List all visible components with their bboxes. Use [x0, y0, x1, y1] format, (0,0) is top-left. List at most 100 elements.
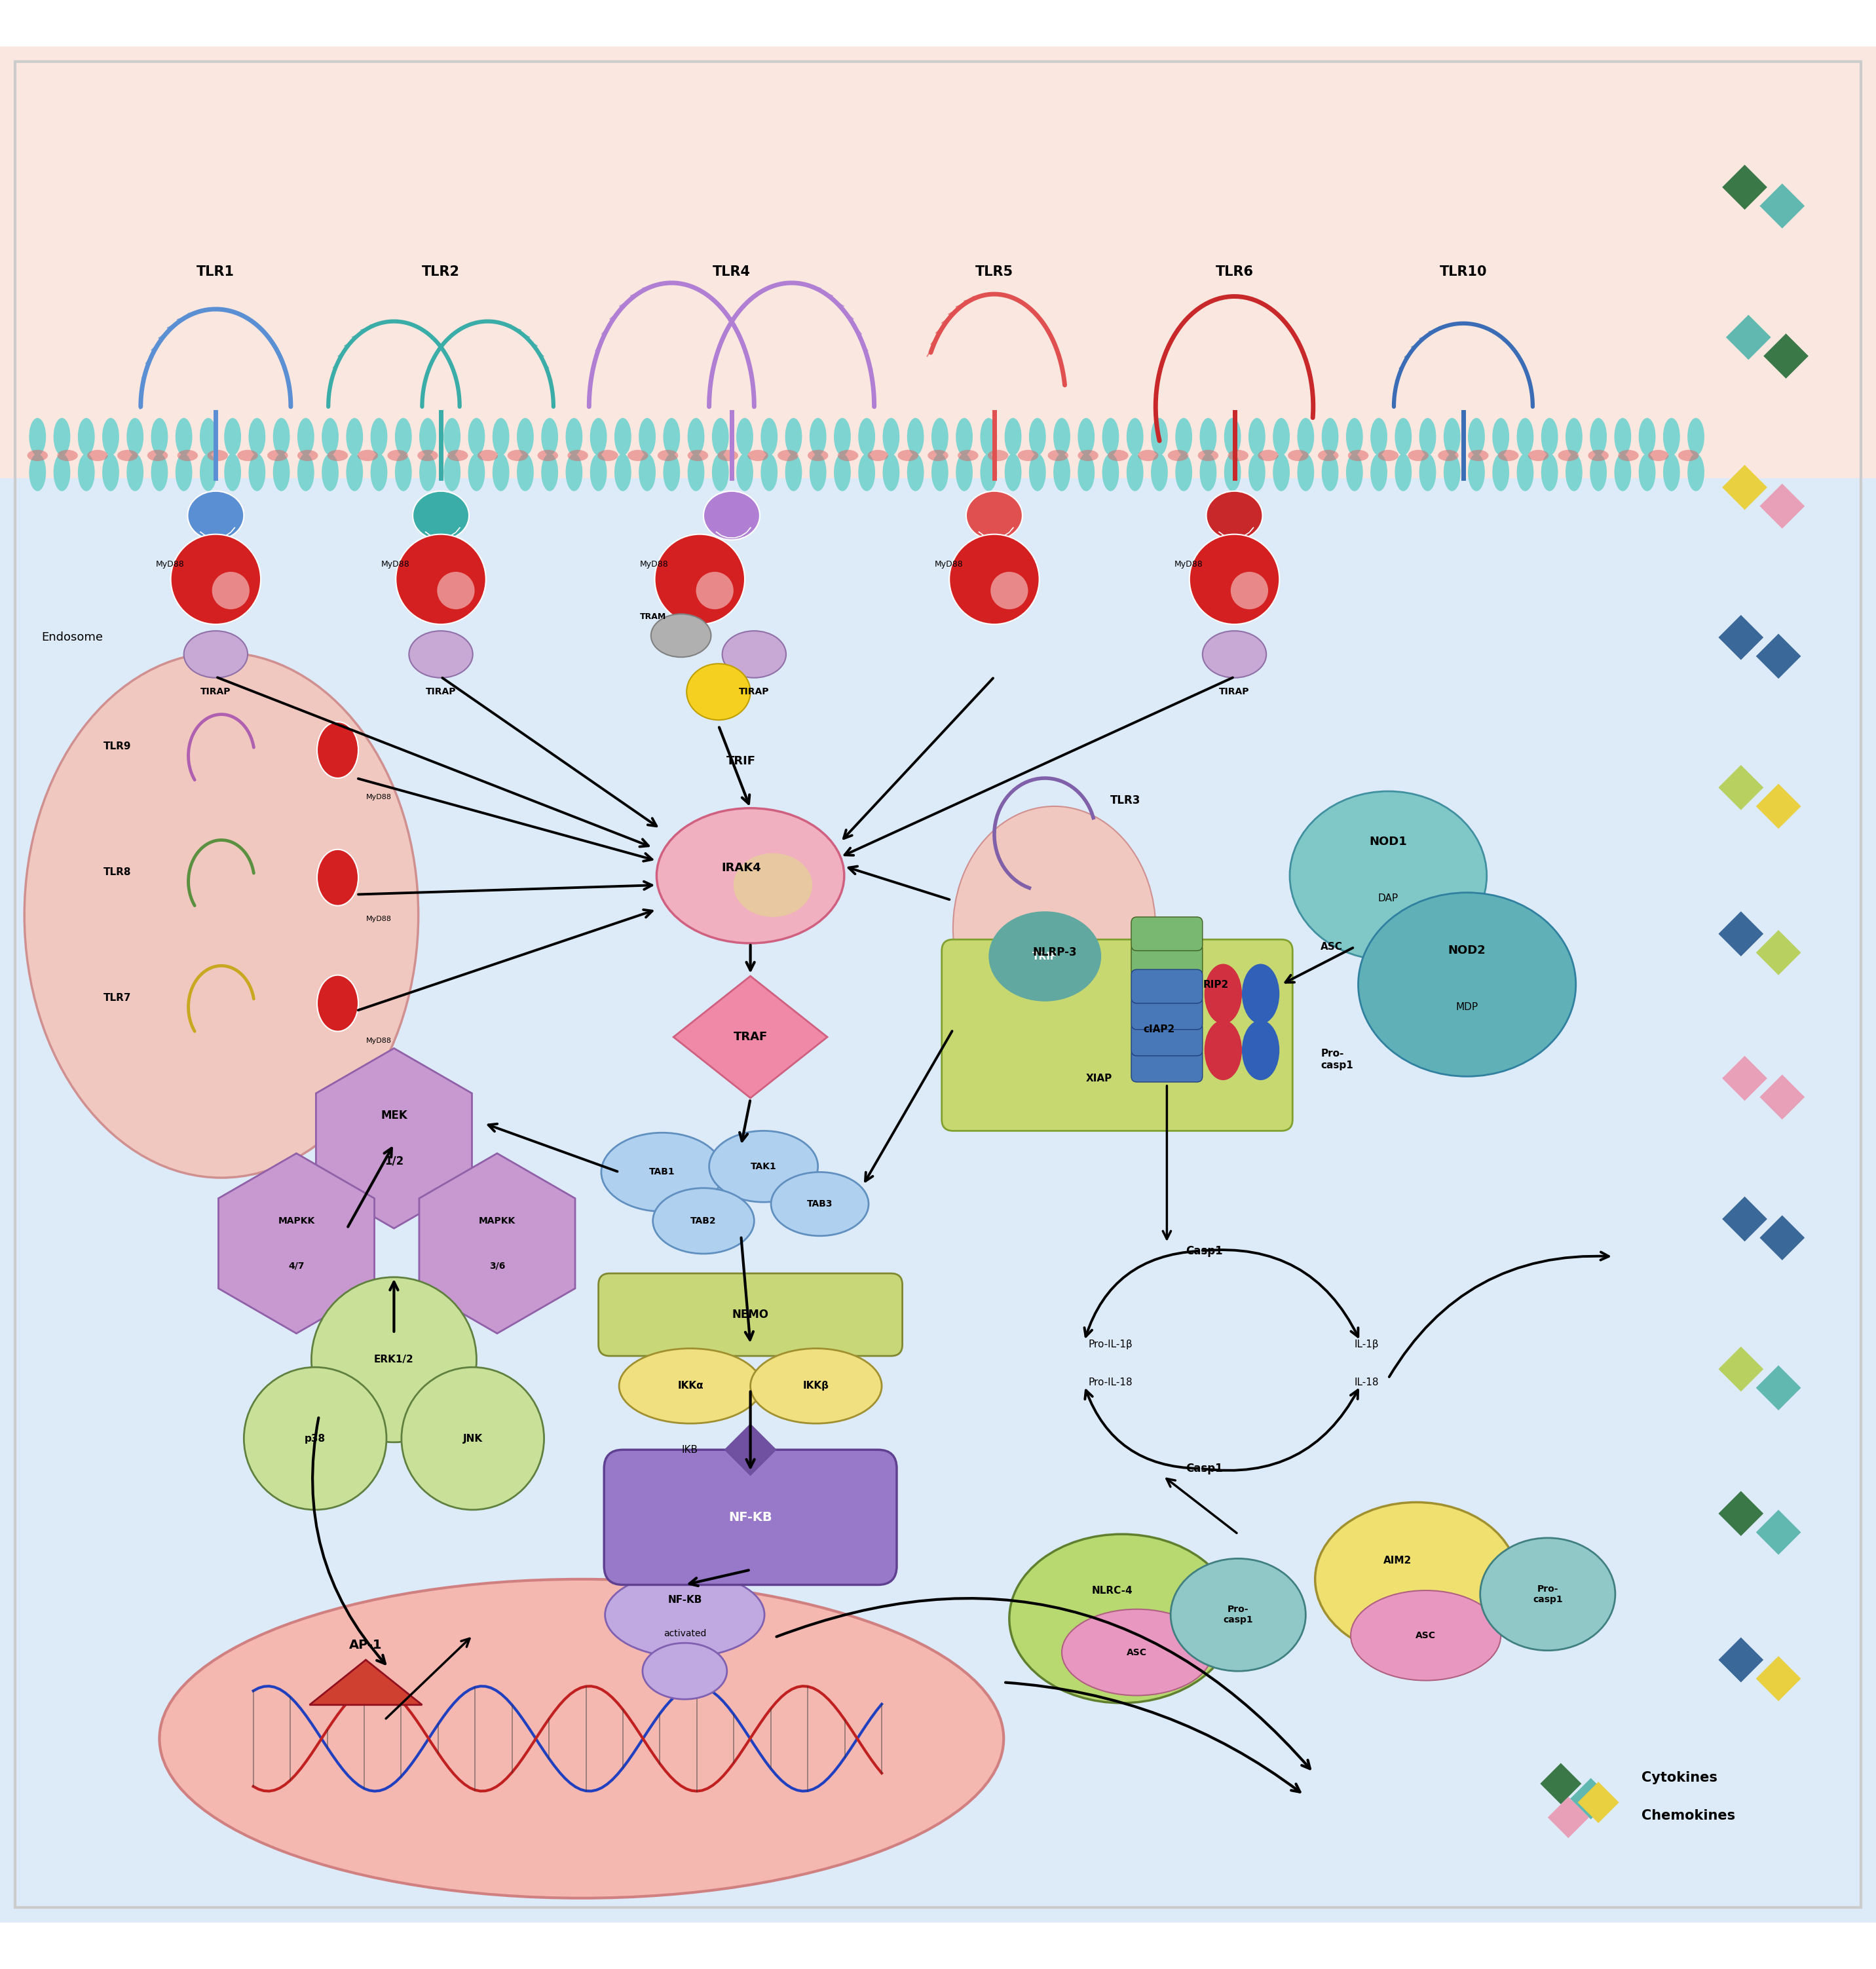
Ellipse shape: [1369, 417, 1388, 455]
Ellipse shape: [600, 1132, 724, 1211]
Ellipse shape: [1167, 449, 1189, 461]
Ellipse shape: [598, 449, 619, 461]
Ellipse shape: [103, 417, 120, 455]
Ellipse shape: [1006, 453, 1022, 490]
Bar: [0, 792, 1876, 815]
Bar: [0, 400, 1876, 406]
Ellipse shape: [1349, 449, 1369, 461]
Ellipse shape: [370, 453, 388, 490]
Ellipse shape: [664, 453, 681, 490]
Text: DAP: DAP: [1379, 894, 1398, 904]
Ellipse shape: [1445, 417, 1461, 455]
Ellipse shape: [492, 417, 510, 455]
Ellipse shape: [317, 849, 358, 906]
Ellipse shape: [1480, 1538, 1615, 1650]
Polygon shape: [1760, 1075, 1805, 1120]
Ellipse shape: [1323, 417, 1339, 455]
Bar: [0, 1441, 1876, 1465]
Ellipse shape: [208, 449, 229, 461]
Ellipse shape: [762, 417, 777, 455]
Bar: [0, 1634, 1876, 1658]
Ellipse shape: [1079, 449, 1099, 461]
FancyBboxPatch shape: [604, 1449, 897, 1585]
Ellipse shape: [1019, 449, 1039, 461]
Ellipse shape: [835, 417, 852, 455]
Ellipse shape: [1103, 453, 1120, 490]
Polygon shape: [1763, 333, 1808, 378]
Bar: [0, 291, 1876, 297]
Bar: [0, 270, 1876, 276]
Ellipse shape: [657, 807, 844, 943]
Ellipse shape: [966, 490, 1022, 540]
Ellipse shape: [542, 417, 559, 455]
Ellipse shape: [615, 417, 632, 455]
Circle shape: [212, 571, 250, 608]
Bar: [0, 1489, 1876, 1514]
Text: Casp1: Casp1: [1186, 1244, 1223, 1256]
Bar: [0, 575, 1876, 599]
Text: TIRAP: TIRAP: [201, 687, 231, 697]
Ellipse shape: [238, 449, 259, 461]
Polygon shape: [1722, 165, 1767, 211]
Bar: [0, 1392, 1876, 1418]
Bar: [0, 441, 1876, 449]
Ellipse shape: [653, 1187, 754, 1254]
Circle shape: [171, 534, 261, 624]
Ellipse shape: [1469, 449, 1490, 461]
Ellipse shape: [1249, 417, 1264, 455]
Polygon shape: [1756, 784, 1801, 829]
Circle shape: [437, 571, 475, 608]
Ellipse shape: [1030, 417, 1047, 455]
Ellipse shape: [658, 449, 679, 461]
Circle shape: [311, 1278, 477, 1441]
Bar: [0, 47, 1876, 53]
Bar: [0, 1152, 1876, 1175]
Bar: [0, 1032, 1876, 1055]
Text: NF-KB: NF-KB: [668, 1595, 702, 1605]
Ellipse shape: [518, 417, 535, 455]
Ellipse shape: [1259, 449, 1279, 461]
Ellipse shape: [899, 449, 919, 461]
Text: AP-1: AP-1: [349, 1638, 383, 1652]
FancyBboxPatch shape: [598, 1274, 902, 1357]
Bar: [0, 912, 1876, 935]
Text: MyD88: MyD88: [381, 559, 409, 569]
Polygon shape: [1756, 929, 1801, 975]
Text: MEK: MEK: [381, 1111, 407, 1122]
Bar: [0, 1851, 1876, 1874]
Ellipse shape: [128, 417, 144, 455]
Ellipse shape: [317, 723, 358, 778]
Bar: [0, 256, 1876, 262]
Bar: [0, 435, 1876, 441]
Ellipse shape: [1358, 892, 1576, 1077]
Ellipse shape: [1347, 453, 1364, 490]
Ellipse shape: [420, 453, 437, 490]
Text: ASC: ASC: [1416, 1630, 1435, 1640]
Bar: [0, 471, 1876, 478]
Text: ASC: ASC: [1127, 1648, 1146, 1658]
Ellipse shape: [688, 417, 705, 455]
Ellipse shape: [28, 449, 49, 461]
Ellipse shape: [1529, 449, 1550, 461]
Ellipse shape: [1079, 417, 1096, 455]
Ellipse shape: [1679, 449, 1700, 461]
Text: IKKβ: IKKβ: [803, 1380, 829, 1390]
Ellipse shape: [1323, 453, 1339, 490]
Ellipse shape: [296, 417, 313, 455]
Bar: [0, 191, 1876, 197]
Text: Cytokines: Cytokines: [1642, 1772, 1717, 1784]
Text: IL-18: IL-18: [1354, 1376, 1379, 1386]
Bar: [0, 313, 1876, 319]
Bar: [0, 478, 1876, 1922]
Ellipse shape: [1274, 453, 1291, 490]
Circle shape: [1231, 571, 1268, 608]
Text: IKB: IKB: [681, 1445, 698, 1455]
Ellipse shape: [591, 453, 608, 490]
Circle shape: [696, 571, 734, 608]
Ellipse shape: [810, 417, 827, 455]
Bar: [0, 1418, 1876, 1441]
Polygon shape: [1760, 484, 1805, 528]
Ellipse shape: [809, 449, 829, 461]
Ellipse shape: [225, 453, 240, 490]
Ellipse shape: [1109, 449, 1129, 461]
